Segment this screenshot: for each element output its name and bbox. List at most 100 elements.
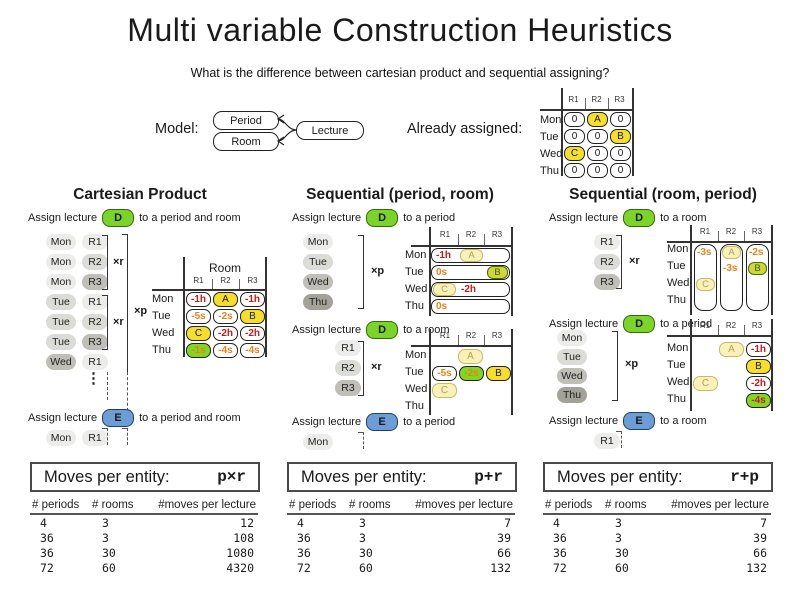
- move-score: -2h: [461, 284, 476, 295]
- seqpr-assign-e-line: Assign lecture E to a period: [292, 413, 455, 431]
- seqrp-assign-e-line: Assign lecture E to a room: [549, 412, 707, 430]
- room-pill: R1: [594, 433, 620, 449]
- grid-cell: 0: [587, 163, 608, 178]
- assign-prefix: Assign lecture: [28, 212, 98, 224]
- entity-d-pill: D: [366, 321, 399, 339]
- assigned-pill: A: [460, 249, 483, 262]
- continuation-dashes: [122, 428, 128, 445]
- assigned-cell: C: [186, 326, 211, 341]
- tick: [239, 279, 240, 289]
- row-label: Tue: [405, 266, 424, 278]
- col-header: R1: [439, 230, 451, 239]
- stats-col-header: # periods: [289, 499, 337, 511]
- times-r-bracket: [616, 235, 622, 289]
- row-label: Wed: [405, 283, 428, 295]
- assign-prefix: Assign lecture: [549, 415, 619, 427]
- entity-e-pill: E: [102, 409, 135, 427]
- move-score: -1h: [436, 250, 451, 261]
- stats-col-header: # periods: [545, 499, 593, 511]
- seqrp-assign-d1-line: Assign lecture D to a room: [549, 209, 707, 227]
- moves-box-seq-rp: Moves per entity: r+p: [543, 462, 773, 492]
- stats-col-header: # rooms: [349, 499, 391, 511]
- period-pill: Mon: [303, 234, 333, 250]
- times-r-bracket: [102, 235, 108, 290]
- entity-e-pill: E: [366, 413, 399, 431]
- row-label: Tue: [667, 359, 686, 371]
- row-label: Thu: [540, 165, 559, 177]
- room-pill: R1: [594, 234, 620, 250]
- period-move-row: -1h A: [431, 248, 510, 263]
- entity-e-pill: E: [623, 412, 656, 430]
- room-pill: R3: [82, 274, 108, 290]
- row-label: Thu: [667, 393, 686, 405]
- period-move-row: 0s: [431, 299, 510, 314]
- grid-cell: 0: [587, 129, 608, 144]
- row-label: Thu: [405, 300, 424, 312]
- stats-row: 36 3 39: [553, 531, 767, 545]
- assign-suffix: to a room: [660, 415, 707, 427]
- row-label: Thu: [667, 294, 686, 306]
- axis-line: [561, 88, 563, 176]
- row-label: Wed: [667, 376, 690, 388]
- assign-prefix: Assign lecture: [549, 212, 619, 224]
- col-header: R2: [220, 276, 231, 285]
- assigned-cell: A: [458, 349, 483, 364]
- room-pill: R2: [82, 314, 108, 330]
- moves-formula: p+r: [474, 468, 503, 486]
- assign-suffix: to a period: [403, 416, 456, 428]
- times-p-bracket: [358, 235, 364, 309]
- times-r-bracket: [102, 295, 108, 350]
- room-move-column: -3s C: [694, 244, 717, 311]
- continuation-dashes: [358, 432, 364, 449]
- entity-d-pill: D: [623, 209, 656, 227]
- assign-prefix: Assign lecture: [292, 416, 362, 428]
- assigned-cell: A: [719, 342, 744, 357]
- assign-prefix: Assign lecture: [28, 412, 98, 424]
- move-score-cell: -4s: [240, 343, 265, 358]
- stats-row: 4 3 12: [40, 516, 254, 530]
- assign-suffix: to a room: [403, 324, 450, 336]
- tick: [484, 335, 485, 345]
- move-score-cell: -2h: [746, 376, 771, 391]
- header-rule: [540, 109, 634, 111]
- col-header: R1: [193, 276, 204, 285]
- entity-d-pill: D: [623, 315, 656, 333]
- row-label: Wed: [405, 383, 428, 395]
- selected-room-move-column: -2s B: [746, 244, 769, 311]
- period-pill: Tue: [46, 334, 76, 350]
- stats-col-header: # periods: [32, 499, 80, 511]
- period-pill: Tue: [46, 314, 76, 330]
- period-move-row: C -2h: [431, 282, 510, 297]
- seq-rp-heading: Sequential (room, period): [569, 186, 757, 203]
- stats-col-header: #moves per lecture: [415, 499, 513, 511]
- continuation-dashes: [102, 372, 108, 400]
- assign-prefix: Assign lecture: [292, 212, 362, 224]
- selected-period-move-row: 0s B: [431, 265, 510, 280]
- room-move-column: A -3s: [720, 244, 743, 311]
- row-label: Wed: [152, 327, 175, 339]
- stats-row: 36 30 1080: [40, 546, 254, 560]
- assigned-pill: A: [722, 246, 741, 259]
- moves-label: Moves per entity:: [301, 467, 427, 486]
- header-rule: [667, 241, 772, 243]
- times-r-label: ×r: [371, 361, 382, 373]
- axis-line: [429, 329, 431, 415]
- grid-cell-assigned: C: [564, 146, 585, 161]
- col-header: R2: [725, 321, 737, 330]
- period-pill: Mon: [46, 274, 76, 290]
- assign-prefix: Assign lecture: [292, 324, 362, 336]
- entity-d-pill: D: [366, 209, 399, 227]
- assigned-cell: B: [486, 366, 511, 381]
- page-subtitle: What is the difference between cartesian…: [190, 66, 610, 80]
- period-pill: Thu: [557, 387, 587, 403]
- room-pill: R3: [335, 380, 361, 396]
- grid-cell: 0: [564, 112, 585, 127]
- stats-row: 36 30 66: [553, 546, 767, 560]
- tick: [744, 231, 745, 241]
- axis-line: [771, 225, 773, 315]
- room-table-title: Room: [208, 261, 241, 275]
- stats-row: 72 60 4320: [40, 561, 254, 575]
